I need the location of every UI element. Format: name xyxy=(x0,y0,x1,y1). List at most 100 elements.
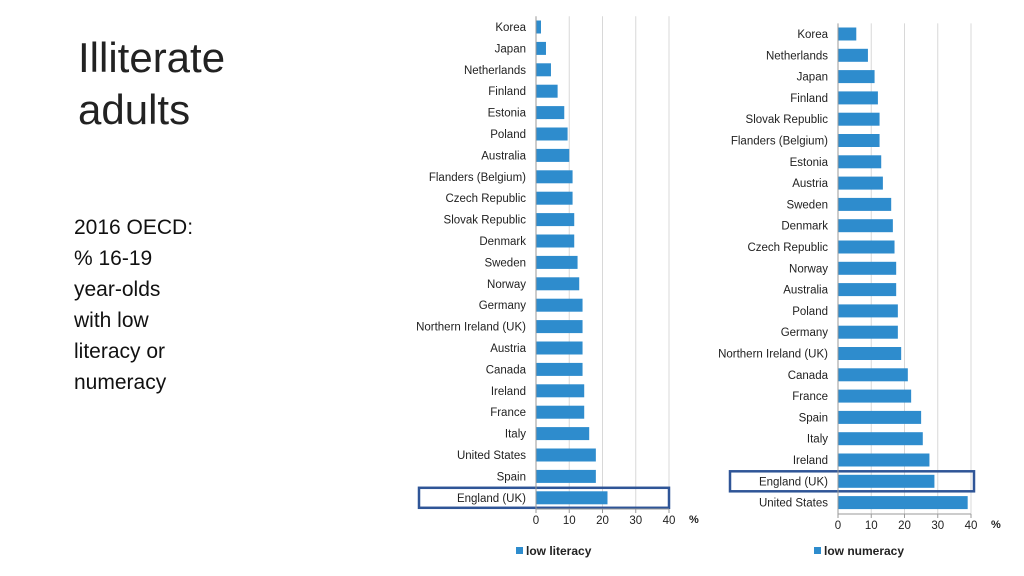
literacy-bar xyxy=(536,427,590,441)
numeracy-tick-label: 0 xyxy=(835,520,841,532)
literacy-category-label: Finland xyxy=(488,86,526,98)
subtitle: 2016 OECD: % 16-19 year-olds with low li… xyxy=(74,212,193,398)
numeracy-category-label: Estonia xyxy=(790,157,829,169)
literacy-bar xyxy=(536,298,583,312)
literacy-category-label: Austria xyxy=(490,343,526,355)
literacy-category-label: Poland xyxy=(490,129,526,141)
literacy-tick-label: 0 xyxy=(533,515,539,527)
numeracy-category-label: Italy xyxy=(807,434,828,446)
literacy-legend-swatch xyxy=(516,547,523,554)
numeracy-category-label: Ireland xyxy=(793,455,828,467)
subtitle-line-5: literacy or xyxy=(74,340,166,363)
numeracy-bar xyxy=(838,219,893,233)
literacy-category-label: Germany xyxy=(479,300,527,312)
numeracy-category-label: Australia xyxy=(783,285,828,297)
literacy-bar xyxy=(536,277,580,291)
literacy-tick-label: 10 xyxy=(563,515,576,527)
literacy-category-label: Slovak Republic xyxy=(444,215,527,227)
numeracy-highlight-box xyxy=(728,470,976,493)
numeracy-legend-swatch xyxy=(814,547,821,554)
literacy-category-label: Korea xyxy=(495,22,526,34)
literacy-tick-label: 40 xyxy=(663,515,676,527)
numeracy-bar xyxy=(838,453,930,467)
literacy-bar xyxy=(536,469,596,483)
numeracy-category-label: Germany xyxy=(781,327,829,339)
literacy-category-label: France xyxy=(490,407,526,419)
numeracy-category-label: Netherlands xyxy=(766,50,828,62)
numeracy-category-label: Spain xyxy=(799,412,828,424)
literacy-bar xyxy=(536,127,568,141)
literacy-bar xyxy=(536,84,558,98)
numeracy-bar xyxy=(838,197,892,211)
literacy-category-label: United States xyxy=(457,450,526,462)
numeracy-tick-label: 40 xyxy=(965,520,978,532)
literacy-category-label: Italy xyxy=(505,429,526,441)
literacy-category-label: Norway xyxy=(487,279,526,291)
numeracy-category-label: Poland xyxy=(792,306,828,318)
literacy-unit-label: % xyxy=(689,514,699,526)
literacy-bar xyxy=(536,255,578,269)
literacy-category-label: Japan xyxy=(495,43,526,55)
numeracy-bar xyxy=(838,48,868,62)
numeracy-category-label: Northern Ireland (UK) xyxy=(718,349,828,361)
literacy-bar xyxy=(536,213,575,227)
subtitle-line-2: % 16-19 xyxy=(74,247,153,270)
title-line-2: adults xyxy=(78,86,191,133)
numeracy-tick-label: 30 xyxy=(931,520,944,532)
numeracy-legend-label: low numeracy xyxy=(824,544,904,558)
numeracy-unit-label: % xyxy=(991,519,1001,531)
numeracy-category-label: Czech Republic xyxy=(747,242,828,254)
numeracy-bar xyxy=(838,368,908,382)
literacy-highlight-box xyxy=(417,486,671,510)
numeracy-category-label: Slovak Republic xyxy=(746,114,829,126)
subtitle-line-4: with low xyxy=(74,309,149,332)
literacy-bar xyxy=(536,41,546,55)
numeracy-category-label: Sweden xyxy=(786,199,828,211)
numeracy-category-label: Denmark xyxy=(781,221,828,233)
numeracy-bar xyxy=(838,304,898,318)
numeracy-bar xyxy=(838,325,898,339)
numeracy-category-label: Canada xyxy=(788,370,829,382)
literacy-bar xyxy=(536,384,585,398)
literacy-bar xyxy=(536,191,573,205)
title-line-1: Illiterate xyxy=(78,34,226,81)
literacy-category-label: Ireland xyxy=(491,386,526,398)
numeracy-category-label: Japan xyxy=(797,72,828,84)
literacy-bar xyxy=(536,491,608,505)
numeracy-bar xyxy=(838,155,882,169)
numeracy-bar xyxy=(838,134,880,147)
subtitle-line-6: numeracy xyxy=(74,371,167,394)
literacy-category-label: Northern Ireland (UK) xyxy=(416,322,526,334)
numeracy-bar xyxy=(838,27,857,41)
literacy-category-label: England (UK) xyxy=(457,493,526,505)
numeracy-bar xyxy=(838,410,922,424)
literacy-category-label: Netherlands xyxy=(464,65,526,77)
literacy-bar xyxy=(536,234,575,248)
numeracy-category-label: Norway xyxy=(789,263,828,275)
literacy-bar xyxy=(536,148,570,162)
literacy-bar xyxy=(536,63,551,77)
subtitle-line-1: 2016 OECD: xyxy=(74,216,194,239)
numeracy-category-label: France xyxy=(792,391,828,403)
numeracy-bar xyxy=(838,432,923,446)
numeracy-bar xyxy=(838,474,935,488)
numeracy-tick-label: 20 xyxy=(898,520,911,532)
numeracy-bar xyxy=(838,283,897,297)
literacy-bar xyxy=(536,20,541,34)
literacy-category-label: Canada xyxy=(486,364,527,376)
subtitle-line-3: year-olds xyxy=(74,278,161,301)
literacy-tick-label: 20 xyxy=(596,515,609,527)
literacy-bar xyxy=(536,341,583,355)
literacy-bar xyxy=(536,106,565,120)
numeracy-category-label: Flanders (Belgium) xyxy=(731,136,828,148)
literacy-bar xyxy=(536,170,573,184)
literacy-category-label: Spain xyxy=(497,471,526,483)
literacy-tick-label: 30 xyxy=(629,515,642,527)
literacy-bar xyxy=(536,405,585,419)
literacy-bar xyxy=(536,362,583,376)
literacy-category-label: Czech Republic xyxy=(445,193,526,205)
numeracy-bar xyxy=(838,240,895,254)
numeracy-bar xyxy=(838,70,875,84)
